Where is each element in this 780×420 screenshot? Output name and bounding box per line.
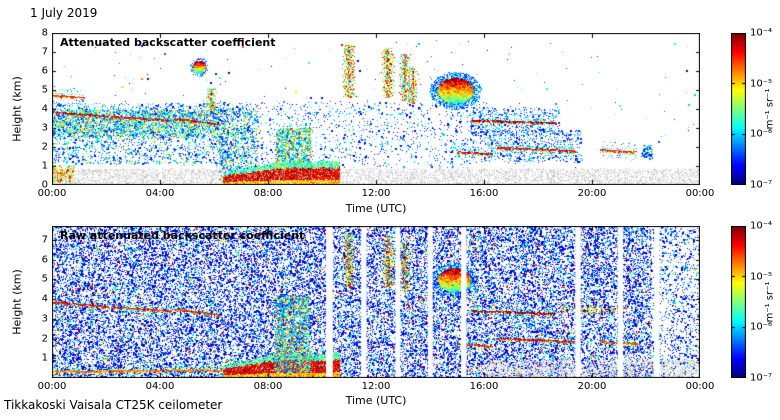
top-panel-heatmap [52,33,700,185]
y-tick-label-top: 7 [41,46,48,58]
colorbar-tick-label-top: 10⁻⁷ [750,179,773,191]
x-tick-label-top: 12:00 [361,188,391,199]
colorbar-tick-label-top: 10⁻⁵ [750,78,773,90]
bottom-colorbar [731,226,746,378]
colorbar-unit-top: m⁻¹ sr⁻¹ [764,88,776,130]
x-tick-label-top: 08:00 [253,188,283,199]
y-tick-label-top: 4 [41,103,48,115]
y-tick-label-bottom: 6 [41,254,48,266]
colorbar-tick-label-top: 10⁻⁶ [750,128,773,140]
colorbar-tick-label-bottom: 10⁻⁶ [750,321,773,333]
x-tick-label-top: 20:00 [577,188,607,199]
x-tick-label-bottom: 20:00 [577,381,607,392]
x-axis-label-bottom: Time (UTC) [345,394,407,407]
x-tick-label-top: 00:00 [37,188,67,199]
y-tick-label-bottom: 3 [41,313,48,325]
y-tick-label-top: 6 [41,65,48,77]
x-tick-label-bottom: 00:00 [37,381,67,392]
colorbar-tick-label-top: 10⁻⁴ [750,27,773,39]
y-tick-label-bottom: 2 [41,333,48,345]
x-tick-label-top: 00:00 [685,188,715,199]
colorbar-tick-label-bottom: 10⁻⁴ [750,220,773,232]
colorbar-tick-label-bottom: 10⁻⁵ [750,271,773,283]
x-tick-label-bottom: 04:00 [145,381,175,392]
top-colorbar [731,33,746,185]
x-tick-label-top: 04:00 [145,188,175,199]
y-tick-label-top: 0 [41,179,48,191]
y-tick-label-top: 2 [41,141,48,153]
top-panel-title: Attenuated backscatter coefficient [60,36,276,49]
y-tick-label-bottom: 5 [41,273,48,285]
y-tick-label-bottom: 1 [41,352,48,364]
y-axis-label-top: Height (km) [10,76,24,142]
x-tick-label-bottom: 12:00 [361,381,391,392]
x-axis-label-top: Time (UTC) [345,202,407,215]
x-tick-label-bottom: 08:00 [253,381,283,392]
y-tick-label-bottom: 4 [41,293,48,305]
x-tick-label-top: 16:00 [469,188,499,199]
x-tick-label-bottom: 00:00 [685,381,715,392]
y-tick-label-top: 1 [41,160,48,172]
bottom-panel-title: Raw attenuated backscatter coefficient [60,229,305,242]
x-tick-label-bottom: 16:00 [469,381,499,392]
colorbar-tick-label-bottom: 10⁻⁷ [750,372,773,384]
date-label: 1 July 2019 [30,6,98,20]
colorbar-unit-bottom: m⁻¹ sr⁻¹ [764,281,776,323]
bottom-panel-heatmap [52,226,700,378]
y-axis-label-bottom: Height (km) [10,269,24,335]
footer-caption: Tikkakoski Vaisala CT25K ceilometer [4,398,223,412]
y-tick-label-top: 8 [41,27,48,39]
y-tick-label-top: 3 [41,122,48,134]
y-tick-label-bottom: 7 [41,234,48,246]
y-tick-label-top: 5 [41,84,48,96]
